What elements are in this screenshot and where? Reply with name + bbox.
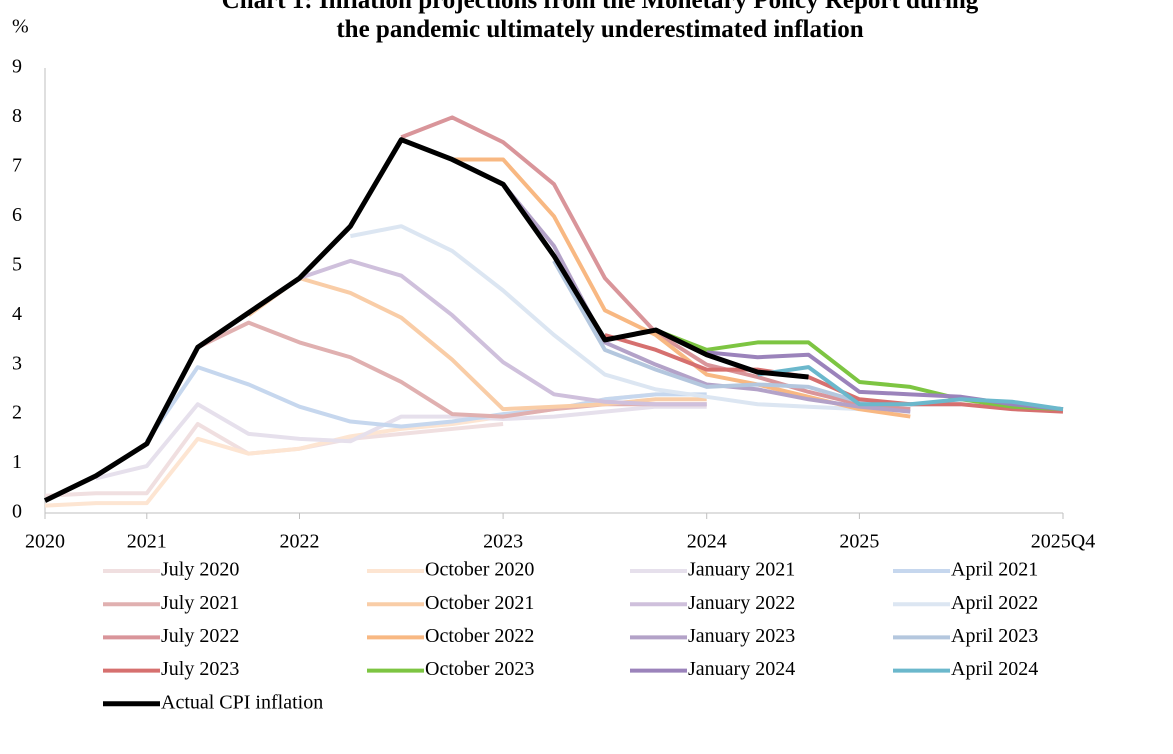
- series-line: [145, 365, 707, 443]
- x-tick-label: 2021: [127, 531, 167, 553]
- legend-label: April 2021: [951, 559, 1038, 581]
- y-tick-label: 8: [12, 105, 22, 127]
- series-line: [552, 259, 962, 407]
- chart-title: Chart 1: Inflation projections from the …: [221, 0, 979, 43]
- series-line: [298, 258, 707, 407]
- y-tick-label: 0: [12, 501, 22, 523]
- x-tick-label: 2023: [483, 531, 523, 553]
- legend-label: January 2021: [688, 559, 795, 581]
- y-tick-label: 2: [12, 402, 22, 424]
- x-tick-label: 2022: [280, 531, 320, 553]
- legend-label: July 2023: [161, 658, 239, 680]
- y-tick-label: 1: [12, 451, 22, 473]
- legend-label: October 2020: [425, 559, 534, 581]
- x-tick-label: 2025Q4: [1031, 531, 1095, 553]
- y-tick-label: 5: [12, 253, 22, 275]
- series-line: [95, 402, 707, 481]
- legend-label: October 2022: [425, 625, 534, 647]
- legend-label: January 2023: [688, 625, 795, 647]
- series-line: [43, 137, 809, 503]
- legend-label: Actual CPI inflation: [161, 691, 323, 713]
- series-line: [501, 182, 911, 414]
- y-tick-label: 4: [12, 303, 22, 325]
- legend-label: January 2022: [688, 592, 795, 614]
- series-line: [655, 328, 1064, 412]
- legend-label: October 2023: [425, 658, 534, 680]
- legend-label: April 2024: [951, 658, 1038, 680]
- legend-label: April 2023: [951, 625, 1038, 647]
- y-tick-label: 7: [12, 154, 22, 176]
- y-tick-label: 3: [12, 352, 22, 374]
- legend-label: July 2021: [161, 592, 239, 614]
- y-axis-label: %: [12, 16, 29, 38]
- legend-label: October 2021: [425, 592, 534, 614]
- x-tick-label: 2024: [687, 531, 727, 553]
- legend-label: July 2020: [161, 559, 239, 581]
- legend-label: January 2024: [688, 658, 795, 680]
- legend-label: July 2022: [161, 625, 239, 647]
- y-tick-label: 9: [12, 56, 22, 78]
- x-tick-label: 2025: [839, 531, 879, 553]
- legend-label: April 2022: [951, 592, 1038, 614]
- series-line: [757, 365, 1064, 412]
- y-tick-label: 6: [12, 204, 22, 226]
- series-line: [350, 224, 860, 412]
- x-tick-label: 2020: [25, 531, 65, 553]
